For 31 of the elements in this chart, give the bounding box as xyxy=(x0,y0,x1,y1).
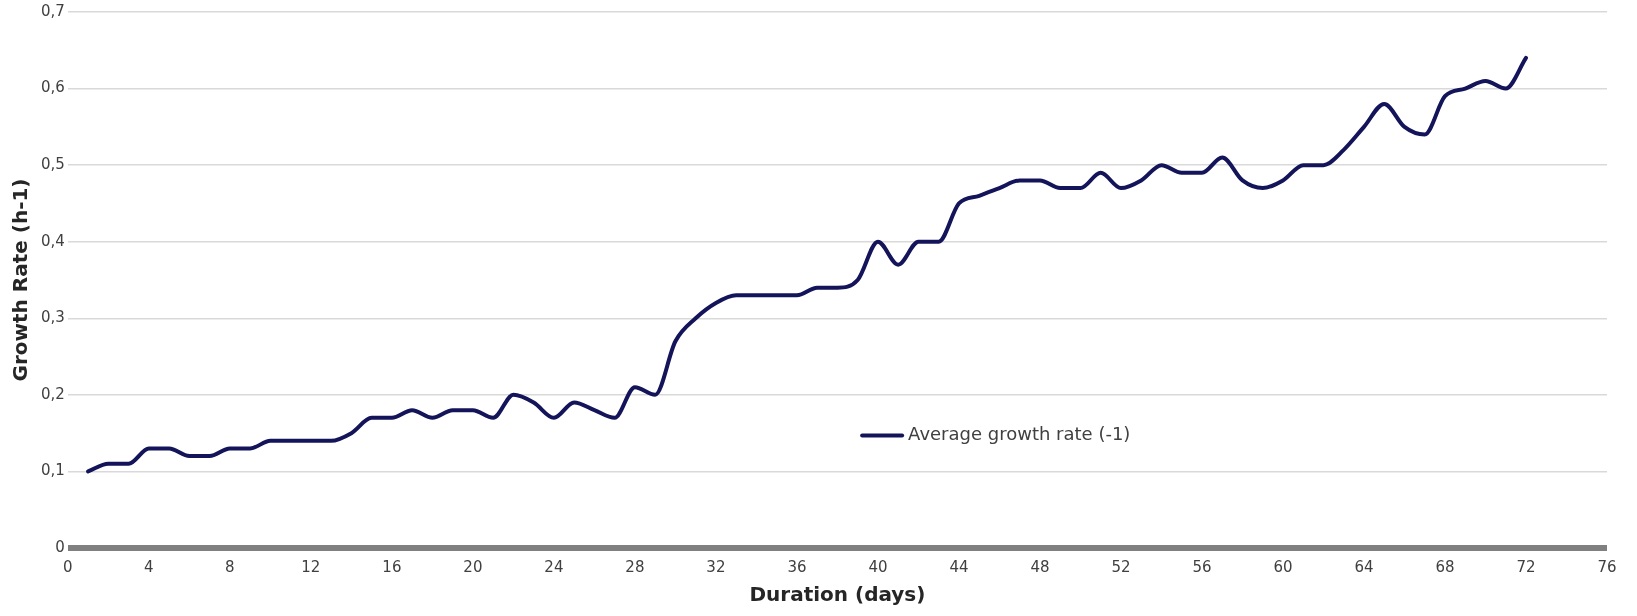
y-tick-label: 0,6 xyxy=(41,78,65,97)
y-tick-label: 0,2 xyxy=(41,384,65,403)
x-tick-label: 72 xyxy=(1516,557,1536,576)
x-axis-title: Duration (days) xyxy=(749,582,926,607)
y-tick-label: 0 xyxy=(55,537,65,556)
x-tick-label: 16 xyxy=(382,557,402,576)
x-tick-label: 64 xyxy=(1354,557,1374,576)
x-tick-label: 44 xyxy=(949,557,969,576)
line-series xyxy=(86,55,1528,474)
x-tick-label: 24 xyxy=(544,557,564,576)
y-tick-label: 0,4 xyxy=(41,231,65,250)
x-tick-label: 12 xyxy=(301,557,321,576)
y-axis-title: Growth Rate (h-1) xyxy=(8,178,33,382)
y-tick-label: 0,7 xyxy=(41,1,65,20)
y-tick-label: 0,3 xyxy=(41,308,65,327)
x-tick-label: 56 xyxy=(1192,557,1212,576)
x-tick-label: 36 xyxy=(787,557,807,576)
x-tick-label: 68 xyxy=(1435,557,1455,576)
x-tick-label: 40 xyxy=(868,557,888,576)
x-tick-label: 4 xyxy=(144,557,154,576)
x-tick-label: 32 xyxy=(706,557,726,576)
y-tick-label: 0,1 xyxy=(41,461,65,480)
x-tick-label: 52 xyxy=(1111,557,1131,576)
x-tick-label: 60 xyxy=(1273,557,1293,576)
x-tick-label: 20 xyxy=(463,557,483,576)
x-tick-label: 28 xyxy=(625,557,645,576)
x-tick-label: 8 xyxy=(225,557,235,576)
y-tick-label: 0,5 xyxy=(41,155,65,174)
x-tick-label: 76 xyxy=(1597,557,1617,576)
x-tick-label: 48 xyxy=(1030,557,1050,576)
legend-label: Average growth rate (-1) xyxy=(908,423,1131,445)
